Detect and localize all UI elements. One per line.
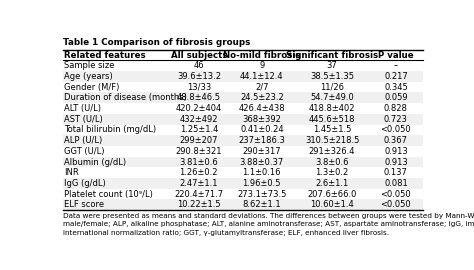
Bar — [63, 114, 423, 124]
Text: 445.6±518: 445.6±518 — [309, 115, 356, 124]
Text: Platelet count (10⁹/L): Platelet count (10⁹/L) — [64, 190, 153, 199]
Text: 3.8±0.6: 3.8±0.6 — [315, 157, 349, 167]
Text: <0.050: <0.050 — [381, 190, 411, 199]
Text: 418.8±402: 418.8±402 — [309, 104, 356, 113]
Text: ALP (U/L): ALP (U/L) — [64, 136, 102, 145]
Text: <0.050: <0.050 — [381, 200, 411, 209]
Text: <0.050: <0.050 — [381, 125, 411, 134]
Text: 1.1±0.16: 1.1±0.16 — [243, 168, 281, 177]
Text: Total bilirubin (mg/dL): Total bilirubin (mg/dL) — [64, 125, 156, 134]
Bar — [63, 71, 423, 82]
Text: 220.4±71.7: 220.4±71.7 — [174, 190, 223, 199]
Text: Significant fibrosis: Significant fibrosis — [286, 50, 378, 59]
Bar — [63, 135, 423, 146]
Text: 2.6±1.1: 2.6±1.1 — [315, 179, 349, 188]
Text: 10.60±1.4: 10.60±1.4 — [310, 200, 354, 209]
Text: 38.5±1.35: 38.5±1.35 — [310, 72, 354, 81]
Text: 291±326.4: 291±326.4 — [309, 147, 356, 156]
Text: 0.345: 0.345 — [384, 83, 408, 92]
Text: 46: 46 — [193, 61, 204, 70]
Text: 8.62±1.1: 8.62±1.1 — [243, 200, 281, 209]
Text: Age (years): Age (years) — [64, 72, 113, 81]
Text: 48.8±46.5: 48.8±46.5 — [177, 93, 221, 102]
Text: P value: P value — [378, 50, 414, 59]
Text: IgG (g/dL): IgG (g/dL) — [64, 179, 106, 188]
Bar — [63, 178, 423, 189]
Text: 0.137: 0.137 — [384, 168, 408, 177]
Text: 1.26±0.2: 1.26±0.2 — [180, 168, 218, 177]
Text: international normalization ratio; GGT, γ-glutamyltransferase; ELF, enhanced liv: international normalization ratio; GGT, … — [63, 230, 389, 236]
Text: 54.7±49.0: 54.7±49.0 — [310, 93, 354, 102]
Text: 11/26: 11/26 — [320, 83, 344, 92]
Text: ALT (U/L): ALT (U/L) — [64, 104, 101, 113]
Text: 2/7: 2/7 — [255, 83, 269, 92]
Text: Sample size: Sample size — [64, 61, 115, 70]
Text: 0.828: 0.828 — [384, 104, 408, 113]
Text: 207.6±66.0: 207.6±66.0 — [307, 190, 357, 199]
Text: 37: 37 — [327, 61, 337, 70]
Text: 273.1±73.5: 273.1±73.5 — [237, 190, 286, 199]
Bar — [63, 157, 423, 167]
Text: 0.913: 0.913 — [384, 157, 408, 167]
Text: 420.2±404: 420.2±404 — [176, 104, 222, 113]
Text: 1.96±0.5: 1.96±0.5 — [243, 179, 281, 188]
Bar — [63, 200, 423, 210]
Text: 0.081: 0.081 — [384, 179, 408, 188]
Text: 310.5±218.5: 310.5±218.5 — [305, 136, 359, 145]
Text: 368±392: 368±392 — [242, 115, 281, 124]
Text: Gender (M/F): Gender (M/F) — [64, 83, 119, 92]
Text: INR: INR — [64, 168, 79, 177]
Text: 1.3±0.2: 1.3±0.2 — [315, 168, 349, 177]
Text: 44.1±12.4: 44.1±12.4 — [240, 72, 283, 81]
Text: 3.81±0.6: 3.81±0.6 — [180, 157, 218, 167]
Text: 0.913: 0.913 — [384, 147, 408, 156]
Text: male/female; ALP, alkaline phosphatase; ALT, alanine aminotransferase; AST, aspa: male/female; ALP, alkaline phosphatase; … — [63, 221, 474, 227]
Text: 10.22±1.5: 10.22±1.5 — [177, 200, 220, 209]
Text: 290.8±321: 290.8±321 — [175, 147, 222, 156]
Text: No-mild fibrosis: No-mild fibrosis — [223, 50, 301, 59]
Text: Table 1 Comparison of fibrosis groups: Table 1 Comparison of fibrosis groups — [63, 38, 250, 47]
Text: 3.88±0.37: 3.88±0.37 — [240, 157, 284, 167]
Text: 1.45±1.5: 1.45±1.5 — [313, 125, 351, 134]
Text: All subjects: All subjects — [171, 50, 227, 59]
Text: 0.059: 0.059 — [384, 93, 408, 102]
Text: 9: 9 — [259, 61, 264, 70]
Text: 237±186.3: 237±186.3 — [238, 136, 285, 145]
Text: 2.47±1.1: 2.47±1.1 — [180, 179, 218, 188]
Text: Related features: Related features — [64, 50, 146, 59]
Text: 0.723: 0.723 — [384, 115, 408, 124]
Bar — [63, 92, 423, 103]
Text: 426.4±438: 426.4±438 — [238, 104, 285, 113]
Text: –: – — [394, 61, 398, 70]
Text: ELF score: ELF score — [64, 200, 104, 209]
Text: Duration of disease (months): Duration of disease (months) — [64, 93, 187, 102]
Text: 24.5±23.2: 24.5±23.2 — [240, 93, 284, 102]
Text: 1.25±1.4: 1.25±1.4 — [180, 125, 218, 134]
Text: 0.367: 0.367 — [384, 136, 408, 145]
Text: 290±317: 290±317 — [243, 147, 281, 156]
Text: 0.41±0.24: 0.41±0.24 — [240, 125, 283, 134]
Text: AST (U/L): AST (U/L) — [64, 115, 103, 124]
Text: 0.217: 0.217 — [384, 72, 408, 81]
Text: Data were presented as means and standard deviations. The differences between gr: Data were presented as means and standar… — [63, 213, 474, 219]
Text: 39.6±13.2: 39.6±13.2 — [177, 72, 221, 81]
Text: Albumin (g/dL): Albumin (g/dL) — [64, 157, 126, 167]
Text: GGT (U/L): GGT (U/L) — [64, 147, 105, 156]
Text: 299±207: 299±207 — [180, 136, 218, 145]
Text: 432±492: 432±492 — [180, 115, 218, 124]
Text: 13/33: 13/33 — [187, 83, 211, 92]
